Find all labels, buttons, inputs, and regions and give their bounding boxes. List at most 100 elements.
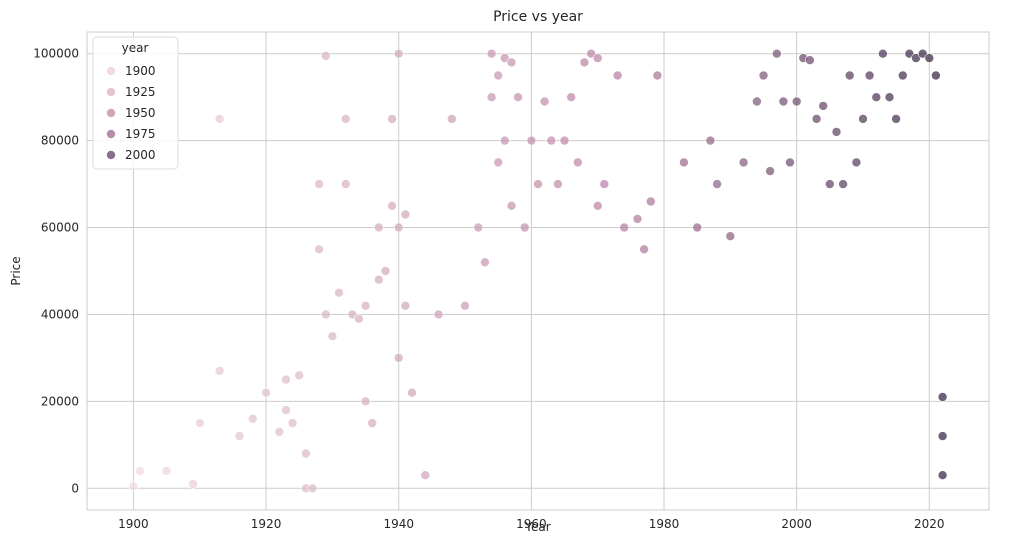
legend: year 1900 1925 1950 1975 2000	[92, 36, 179, 170]
scatter-point	[380, 266, 391, 276]
legend-marker	[106, 66, 116, 76]
scatter-point	[838, 179, 848, 189]
scatter-point	[931, 70, 941, 81]
scatter-point	[652, 70, 663, 81]
scatter-point	[553, 179, 563, 189]
scatter-point	[891, 114, 901, 124]
scatter-point	[884, 92, 895, 102]
scatter-point	[327, 331, 338, 342]
scatter-point	[765, 166, 775, 176]
scatter-point	[586, 48, 596, 59]
scatter-point	[791, 96, 802, 107]
scatter-point	[373, 274, 384, 285]
scatter-point	[632, 214, 643, 224]
scatter-point	[579, 57, 590, 68]
scatter-point	[911, 53, 921, 63]
scatter-point	[314, 244, 324, 255]
scatter-point	[400, 300, 411, 311]
scatter-point	[937, 470, 948, 481]
legend-label: 2000	[125, 148, 156, 162]
scatter-point	[334, 287, 344, 298]
legend-title: year	[122, 41, 149, 55]
scatter-point	[599, 179, 610, 189]
scatter-point	[924, 53, 935, 63]
scatter-point	[307, 483, 318, 494]
legend-label: 1900	[125, 64, 156, 78]
y-axis-label: Price	[9, 256, 23, 285]
scatter-point	[639, 244, 649, 255]
scatter-point	[811, 114, 822, 124]
scatter-point	[128, 481, 139, 491]
y-tick-label: 0	[71, 481, 79, 495]
scatter-point	[214, 114, 225, 124]
scatter-point	[679, 157, 689, 168]
x-tick-labels: 1900 1920 1940 1960 1980 2000 2020	[118, 517, 944, 531]
scatter-point	[314, 179, 324, 189]
scatter-point	[433, 309, 444, 320]
scatter-point	[805, 55, 815, 66]
scatter-point	[904, 48, 915, 59]
scatter-point	[499, 135, 510, 146]
scatter-point	[493, 70, 504, 81]
legend-label: 1925	[125, 85, 156, 99]
x-tick-label: 1920	[251, 517, 282, 531]
scatter-point	[519, 222, 530, 233]
scatter-point	[393, 353, 404, 363]
scatter-point	[248, 413, 258, 424]
scatter-point	[195, 418, 205, 428]
scatter-point	[785, 157, 795, 168]
scatter-point	[506, 57, 517, 68]
legend-marker	[106, 87, 116, 97]
scatter-point	[871, 92, 882, 102]
scatter-point	[559, 135, 570, 146]
scatter-point	[486, 48, 497, 59]
scatter-point	[851, 157, 862, 168]
scatter-point	[499, 53, 510, 63]
scatter-point	[758, 70, 769, 81]
scatter-point	[446, 114, 457, 124]
scatter-point	[281, 405, 291, 415]
legend-marker	[106, 129, 116, 139]
scatter-point	[460, 300, 470, 311]
scatter-point	[506, 201, 517, 211]
scatter-point	[340, 114, 351, 124]
scatter-point	[619, 222, 630, 233]
scatter-point	[917, 48, 928, 59]
legend-entries: 1900 1925 1950 1975 2000	[106, 64, 156, 162]
scatter-point	[937, 392, 948, 402]
legend-marker	[106, 108, 116, 118]
data-points	[128, 48, 948, 494]
scatter-point	[373, 222, 384, 233]
x-tick-label: 1900	[118, 517, 149, 531]
plot-frame	[86, 31, 990, 511]
legend-label: 1975	[125, 127, 156, 141]
scatter-point	[281, 374, 291, 385]
scatter-point	[214, 366, 225, 376]
scatter-point	[539, 96, 550, 107]
scatter-point	[360, 300, 371, 311]
scatter-point	[513, 92, 523, 102]
scatter-point	[818, 101, 829, 111]
scatter-point	[692, 222, 703, 233]
x-tick-label: 2020	[914, 517, 945, 531]
scatter-point	[354, 313, 364, 324]
scatter-point	[738, 157, 749, 168]
y-tick-label: 60000	[41, 221, 79, 235]
scatter-point	[161, 466, 172, 476]
scatter-point	[878, 48, 888, 59]
chart-title: Price vs year	[493, 9, 583, 25]
scatter-point	[367, 418, 378, 428]
scatter-point	[393, 48, 404, 59]
scatter-point	[400, 209, 411, 220]
scatter-point	[572, 157, 583, 168]
scatter-point	[301, 448, 311, 459]
scatter-point	[234, 431, 245, 441]
scatter-point	[546, 135, 557, 146]
scatter-point	[752, 96, 762, 107]
scatter-point	[188, 479, 198, 489]
scatter-point	[533, 179, 543, 189]
scatter-point	[897, 70, 908, 81]
y-tick-label: 40000	[41, 307, 79, 321]
